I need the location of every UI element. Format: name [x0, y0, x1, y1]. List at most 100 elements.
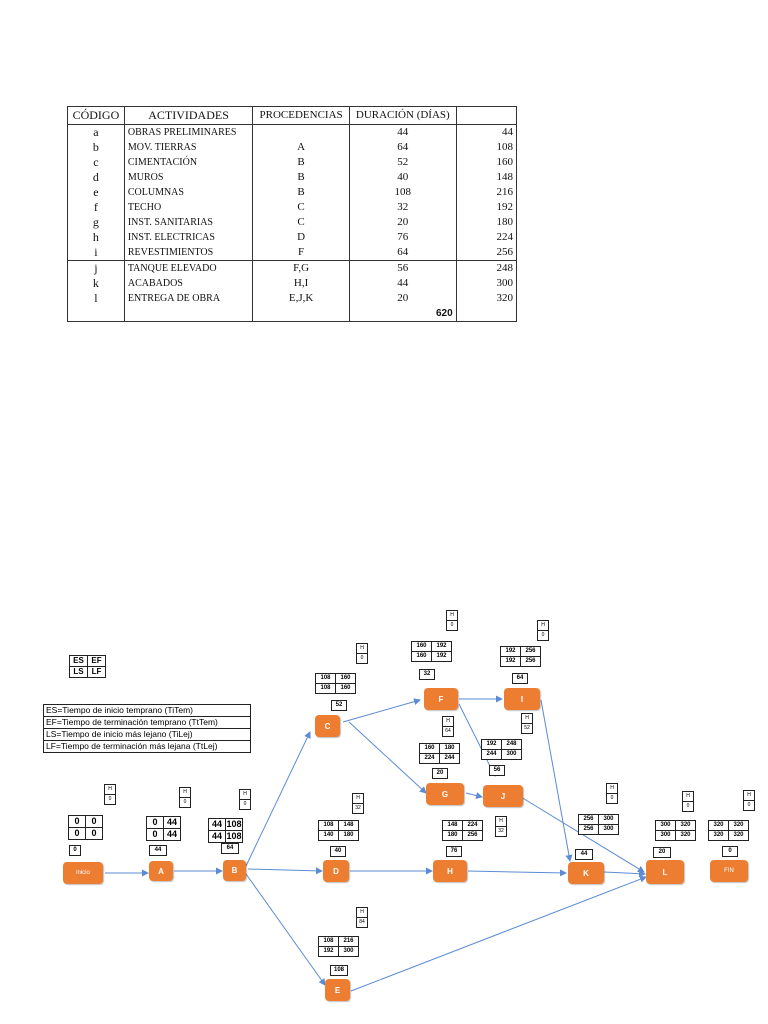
activity-node-l: L — [646, 860, 684, 884]
slack-value: 32 — [498, 828, 504, 834]
table-cell: F,G — [252, 260, 350, 276]
table-cell — [455, 306, 518, 322]
table-cell: 256 — [455, 245, 518, 261]
table-row: e COLUMNAS B 108 216 — [67, 185, 518, 200]
column-header: DURACIÓN (DÍAS) — [348, 106, 457, 125]
time-ls: 44 — [208, 830, 226, 843]
time-ls: 160 — [411, 651, 432, 662]
time-es: 108 — [315, 673, 336, 684]
table-cell: TECHO — [123, 200, 254, 215]
time-ls: 244 — [481, 749, 502, 760]
time-es: 300 — [655, 820, 676, 831]
slack-value: 0 — [450, 622, 454, 628]
table-cell: COLUMNAS — [123, 185, 254, 200]
time-grid-j: 192 248 244 300 — [481, 739, 522, 760]
table-row: h INST. ELECTRICAS D 76 224 — [67, 230, 518, 245]
table-row: f TECHO C 32 192 — [67, 200, 518, 215]
time-grid-fin: 320 320 320 320 — [708, 820, 749, 841]
table-cell: 108 — [348, 185, 457, 200]
slack-value: 0 — [686, 803, 690, 809]
time-grid-f: 160 192 160 192 — [411, 641, 452, 662]
time-lf: 0 — [85, 827, 103, 840]
time-ls: 140 — [318, 830, 339, 841]
dependency-arrow — [465, 792, 483, 799]
time-ls: 0 — [68, 827, 86, 840]
time-es: 192 — [481, 739, 502, 750]
time-es: 0 — [68, 815, 86, 828]
time-ef: 160 — [335, 673, 356, 684]
slack-value: 0 — [541, 632, 545, 638]
dependency-arrow — [245, 731, 311, 867]
duration-box-inicio: 0 — [69, 845, 81, 856]
table-cell — [123, 306, 254, 322]
time-ls: 256 — [578, 824, 599, 835]
activity-table: CÓDIGO ACTIVIDADES PROCEDENCIAS DURACIÓN… — [67, 106, 518, 322]
activity-node-c: C — [315, 715, 340, 737]
time-lf: 256 — [462, 830, 483, 841]
time-ef: 248 — [501, 739, 522, 750]
activity-node-j: J — [483, 785, 523, 807]
slack-label: H — [443, 717, 453, 727]
time-lf: 300 — [598, 824, 619, 835]
time-es: 192 — [500, 646, 521, 657]
time-ls: 108 — [315, 683, 336, 694]
time-lf: 44 — [163, 828, 181, 841]
slack-value: 0 — [747, 802, 751, 808]
time-ef: 224 — [462, 820, 483, 831]
duration-box-h: 76 — [446, 846, 462, 857]
dependency-arrow — [247, 867, 323, 875]
activity-node-fin: FIN — [710, 860, 748, 882]
table-row: c CIMENTACIÓN B 52 160 — [67, 155, 518, 170]
duration-box-b: 64 — [221, 843, 239, 854]
time-ef: 44 — [163, 816, 181, 829]
slack-label: H — [447, 611, 457, 621]
slack-value: 0 — [243, 801, 247, 807]
duration-box-f: 32 — [419, 669, 435, 680]
table-cell: REVESTIMIENTOS — [123, 245, 254, 261]
duration-box-c: 52 — [331, 700, 347, 711]
table-cell: 248 — [455, 260, 518, 276]
time-ls: 0 — [146, 828, 164, 841]
dependency-arrow — [245, 873, 326, 986]
table-cell: CIMENTACIÓN — [123, 155, 254, 170]
time-lf: 192 — [431, 651, 452, 662]
slack-box-j: H 52 — [521, 713, 533, 734]
time-es: 0 — [146, 816, 164, 829]
table-cell: 216 — [455, 185, 518, 200]
legend-grid: ES EF LS LF — [69, 655, 106, 678]
table-cell: 108 — [455, 140, 518, 155]
activity-node-k: K — [568, 862, 604, 884]
table-cell: ACABADOS — [123, 276, 254, 291]
duration-box-k: 44 — [575, 849, 593, 860]
time-ef: 0 — [85, 815, 103, 828]
table-cell: INST. ELECTRICAS — [123, 230, 254, 245]
table-cell: 148 — [455, 170, 518, 185]
time-grid-c: 108 160 108 160 — [315, 673, 356, 694]
dependency-arrow — [603, 870, 646, 878]
slack-value: 0 — [360, 655, 364, 661]
table-cell: E,J,K — [252, 291, 350, 306]
time-ef: 148 — [338, 820, 359, 831]
dependency-arrow — [467, 869, 567, 877]
slack-value: 84 — [359, 919, 365, 925]
slack-box-h: H 32 — [495, 816, 507, 837]
slack-label: H — [683, 792, 693, 802]
time-ef: 320 — [728, 820, 749, 831]
slack-box-e: H 84 — [356, 907, 368, 928]
slack-label: H — [240, 790, 250, 800]
table-cell: 44 — [455, 124, 518, 140]
activity-node-b: B — [223, 860, 246, 881]
time-ef: 320 — [675, 820, 696, 831]
time-es: 320 — [708, 820, 729, 831]
table-row: l ENTREGA DE OBRA E,J,K 20 320 — [67, 291, 518, 306]
